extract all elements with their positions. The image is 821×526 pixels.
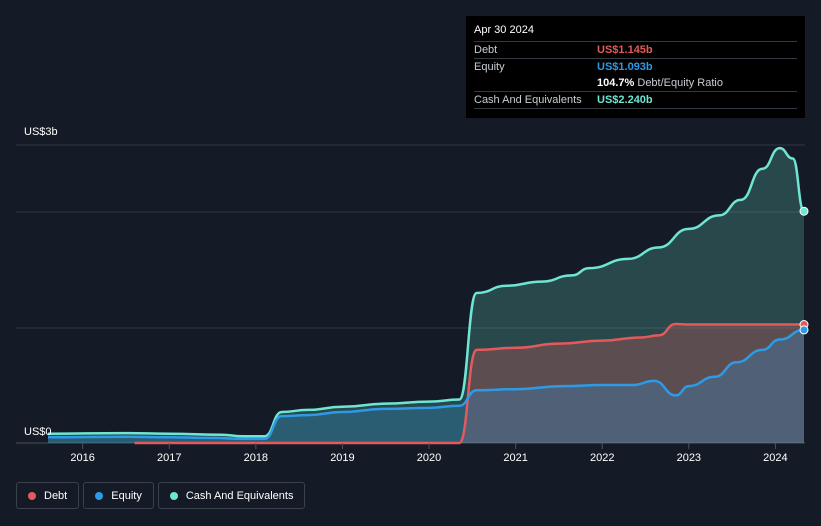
cash-area <box>48 148 804 443</box>
tooltip-cash-label: Cash And Equivalents <box>474 94 582 106</box>
tooltip-ratio-label: Debt/Equity Ratio <box>637 77 723 89</box>
tooltip-row-debt: Debt US$1.145b <box>474 41 797 58</box>
series-lines <box>47 146 809 445</box>
legend-label-debt: Debt <box>44 489 68 502</box>
y-axis-bottom-label: US$0 <box>24 426 52 438</box>
x-tick-label: 2024 <box>763 452 787 464</box>
legend-label-cash: Cash And Equivalents <box>185 489 294 502</box>
tooltip-row-cash: Cash And Equivalents US$2.240b <box>474 91 797 109</box>
chart-legend: Debt Equity Cash And Equivalents <box>16 482 306 510</box>
tooltip-row-equity: Equity US$1.093b <box>474 58 797 75</box>
legend-item-equity[interactable]: Equity <box>83 482 154 509</box>
x-tick-label: 2023 <box>677 452 701 464</box>
equity-area <box>48 329 804 443</box>
legend-label-equity: Equity <box>111 489 142 502</box>
series-areas <box>48 148 805 443</box>
tooltip-date: Apr 30 2024 <box>474 24 534 36</box>
cash-dot-icon <box>169 491 178 500</box>
equity-dot-icon <box>95 491 104 500</box>
data-tooltip: Apr 30 2024 Debt US$1.145b Equity US$1.0… <box>466 16 805 118</box>
x-tick-label: 2017 <box>157 452 181 464</box>
x-tick-label: 2019 <box>330 452 354 464</box>
legend-item-debt[interactable]: Debt <box>16 482 80 509</box>
tooltip-ratio: 104.7% Debt/Equity Ratio <box>597 77 723 89</box>
tooltip-debt-value: US$1.145b <box>597 44 653 56</box>
cash-line <box>47 146 806 438</box>
tooltip-equity-label: Equity <box>474 61 505 73</box>
debt-dot-icon <box>28 491 36 500</box>
tooltip-ratio-value: 104.7% <box>597 77 635 89</box>
tooltip-cash-value: US$2.240b <box>597 94 653 106</box>
equity-end-point <box>799 325 809 335</box>
x-tick-label: 2022 <box>590 452 614 464</box>
tooltip-row-ratio: 104.7% Debt/Equity Ratio <box>474 75 797 91</box>
legend-item-cash[interactable]: Cash And Equivalents <box>157 482 306 509</box>
x-axis-ticks: 2016 2017 2018 2019 2020 2021 2022 2023 2024 <box>70 443 788 464</box>
cash-end-point <box>799 206 809 216</box>
x-tick-label: 2020 <box>417 452 441 464</box>
x-tick-label: 2021 <box>503 452 527 464</box>
x-tick-label: 2018 <box>244 452 268 464</box>
equity-line <box>47 328 805 441</box>
x-tick-label: 2016 <box>70 452 94 464</box>
tooltip-equity-value: US$1.093b <box>597 61 653 73</box>
y-axis-top-label: US$3b <box>24 126 58 138</box>
tooltip-debt-label: Debt <box>474 44 498 56</box>
debt-line <box>134 322 804 445</box>
